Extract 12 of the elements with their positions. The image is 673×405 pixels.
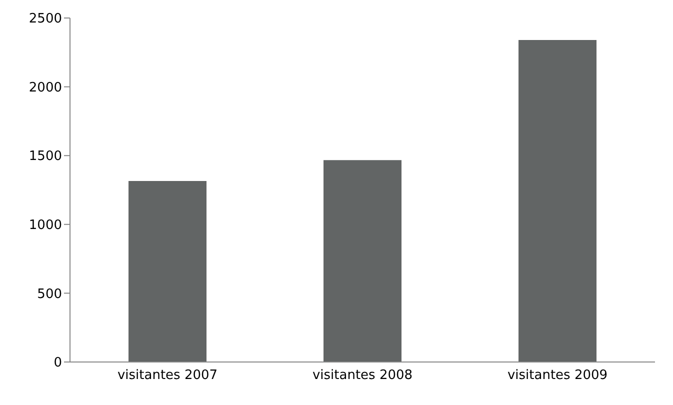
bar	[128, 181, 206, 362]
x-tick-label: visitantes 2008	[312, 368, 413, 384]
bar	[324, 160, 402, 362]
x-tick-label: visitantes 2009	[507, 368, 608, 384]
y-tick-label: 1500	[28, 149, 62, 164]
bar	[518, 40, 596, 362]
y-tick-label: 0	[54, 356, 62, 371]
y-tick-label: 1000	[28, 218, 62, 234]
x-tick-label: visitantes 2007	[117, 368, 218, 384]
y-tick-label: 2500	[28, 12, 62, 27]
y-tick-label: 500	[37, 286, 62, 302]
y-tick-label: 2000	[28, 80, 62, 96]
